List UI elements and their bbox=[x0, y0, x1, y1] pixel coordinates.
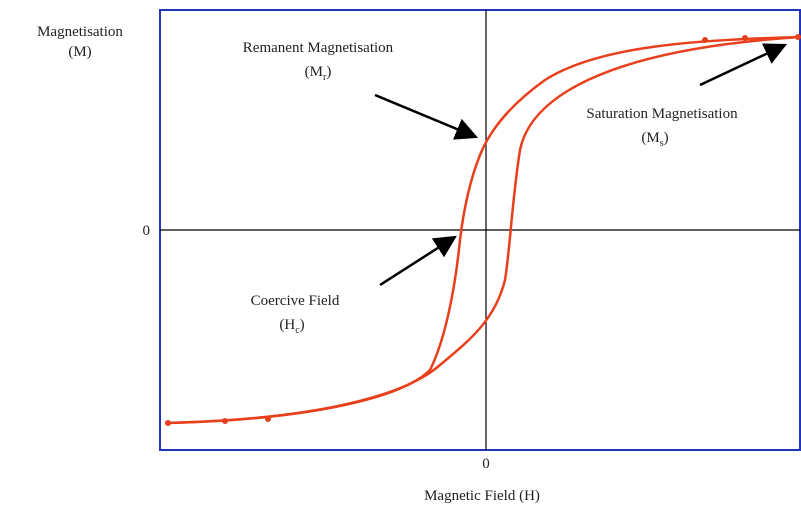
symbol-open: (H bbox=[279, 317, 295, 333]
x-zero: 0 bbox=[482, 456, 490, 472]
annotation-symbol: (Mr) bbox=[305, 64, 332, 83]
point bbox=[222, 418, 228, 424]
symbol-sub: r bbox=[323, 72, 327, 83]
symbol-open: (M bbox=[305, 64, 323, 80]
symbol-close: ) bbox=[664, 130, 669, 146]
symbol-open: (M bbox=[641, 130, 659, 146]
loop-points bbox=[165, 34, 801, 426]
arrow-coercive bbox=[379, 235, 457, 287]
hysteresis-loop bbox=[164, 35, 801, 425]
y-zero: 0 bbox=[143, 223, 151, 239]
annotation-title: Saturation Magnetisation bbox=[586, 106, 738, 122]
annotation-symbol: (Ms) bbox=[641, 130, 668, 149]
symbol-sub: s bbox=[660, 138, 664, 149]
arrow-remanent bbox=[374, 93, 479, 140]
symbol-close: ) bbox=[300, 317, 305, 333]
point bbox=[702, 37, 708, 43]
arrows bbox=[374, 43, 788, 287]
y-axis-title: Magnetisation bbox=[37, 24, 123, 40]
point bbox=[265, 416, 271, 422]
lower-branch bbox=[164, 35, 801, 425]
symbol-close: ) bbox=[326, 64, 331, 80]
annotation-title: Remanent Magnetisation bbox=[243, 40, 394, 56]
symbol-sub: c bbox=[295, 325, 300, 336]
x-axis-title: Magnetic Field (H) bbox=[424, 488, 540, 504]
annotation-symbol: (Hc) bbox=[279, 317, 304, 336]
point bbox=[165, 420, 171, 426]
point bbox=[795, 34, 801, 40]
point bbox=[742, 35, 748, 41]
y-axis-symbol: (M) bbox=[68, 44, 91, 60]
annotation-title: Coercive Field bbox=[251, 293, 340, 309]
arrow-saturation bbox=[699, 43, 788, 87]
